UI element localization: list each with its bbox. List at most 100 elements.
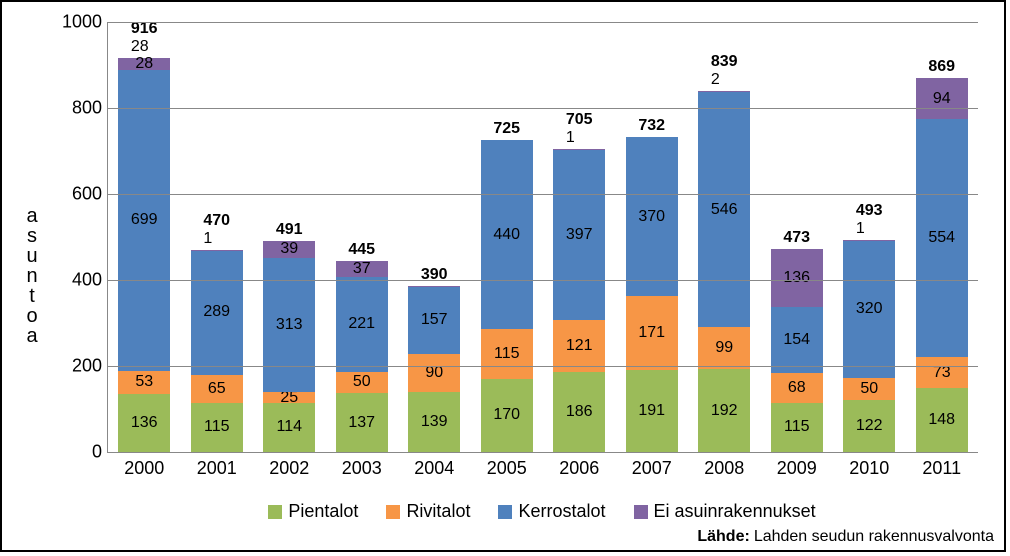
y-tick-label: 600 xyxy=(72,184,102,205)
x-tick-label: 2008 xyxy=(704,458,744,479)
segment-label: 114 xyxy=(276,419,302,435)
bar-segment-ei_asuin: 39 xyxy=(263,241,315,258)
bar-segment-kerrostalot: 157 xyxy=(408,286,460,354)
segment-label: 139 xyxy=(421,414,448,430)
segment-label: 320 xyxy=(856,301,883,317)
bar-segment-pientalot: 186 xyxy=(553,372,605,452)
bar-segment-pientalot: 170 xyxy=(481,379,533,452)
x-tick-label: 2004 xyxy=(414,458,454,479)
source-text: Lahden seudun rakennusvalvonta xyxy=(754,528,994,545)
y-tick-label: 1000 xyxy=(62,12,102,33)
legend-label: Rivitalot xyxy=(406,501,470,522)
legend-swatch xyxy=(634,505,648,519)
x-tick-label: 2006 xyxy=(559,458,599,479)
segment-label: 28 xyxy=(135,56,153,72)
bar-segment-rivitalot: 25 xyxy=(263,392,315,403)
bar-segment-rivitalot: 115 xyxy=(481,329,533,378)
bar-segment-rivitalot: 50 xyxy=(336,372,388,394)
bar-segment-ei_asuin xyxy=(698,91,750,92)
segment-label: 192 xyxy=(711,403,738,419)
segment-label: 53 xyxy=(135,374,153,390)
segment-label: 90 xyxy=(425,365,443,381)
segment-label: 136 xyxy=(783,270,810,286)
segment-label: 50 xyxy=(353,374,371,390)
bar-segment-ei_asuin: 94 xyxy=(916,78,968,118)
legend-swatch xyxy=(498,505,512,519)
bar-segment-kerrostalot: 289 xyxy=(191,250,243,374)
bar-group: 1375022137445 xyxy=(336,261,388,452)
bar-segment-pientalot: 137 xyxy=(336,393,388,452)
y-axis-title: asuntoa xyxy=(22,206,42,346)
y-tick-label: 0 xyxy=(92,442,102,463)
bar-group: 1487355494869 xyxy=(916,78,968,452)
bar-segment-rivitalot: 73 xyxy=(916,357,968,388)
y-tick-label: 800 xyxy=(72,98,102,119)
x-tick-label: 2011 xyxy=(922,458,961,479)
segment-label: 99 xyxy=(715,340,733,356)
bar-segment-kerrostalot: 440 xyxy=(481,140,533,329)
bar-group: 1142531339491 xyxy=(263,241,315,452)
bars-layer: 1365369928916281156528947011142531339491… xyxy=(108,22,978,452)
bar-segment-pientalot: 148 xyxy=(916,388,968,452)
segment-label: 65 xyxy=(208,381,226,397)
x-tick-label: 2000 xyxy=(124,458,164,479)
total-label: 91628 xyxy=(131,20,158,56)
bar-segment-rivitalot: 68 xyxy=(771,373,823,402)
bar-segment-kerrostalot: 554 xyxy=(916,119,968,357)
segment-label: 122 xyxy=(856,418,883,434)
legend-item-kerrostalot: Kerrostalot xyxy=(498,501,605,522)
legend-label: Pientalot xyxy=(288,501,358,522)
x-tick-label: 2009 xyxy=(777,458,817,479)
bar-segment-kerrostalot: 699 xyxy=(118,70,170,371)
segment-label: 546 xyxy=(711,202,738,218)
segment-label: 186 xyxy=(566,404,593,420)
segment-label: 154 xyxy=(783,332,810,348)
bar-group: 191171370732 xyxy=(626,137,678,452)
segment-label: 50 xyxy=(860,381,878,397)
gridline xyxy=(108,280,978,281)
bar-segment-pientalot: 122 xyxy=(843,400,895,452)
bar-segment-kerrostalot: 154 xyxy=(771,307,823,373)
segment-label: 121 xyxy=(566,338,593,354)
legend-label: Ei asuinrakennukset xyxy=(654,501,816,522)
segment-label: 137 xyxy=(348,415,375,431)
bar-segment-kerrostalot: 370 xyxy=(626,137,678,296)
bar-segment-rivitalot: 53 xyxy=(118,371,170,394)
bar-segment-kerrostalot: 313 xyxy=(263,258,315,393)
segment-label: 39 xyxy=(280,241,298,257)
total-label: 491 xyxy=(276,221,303,239)
segment-label: 115 xyxy=(494,346,520,362)
total-label: 8392 xyxy=(711,53,738,89)
bar-segment-pientalot: 139 xyxy=(408,392,460,452)
bar-segment-rivitalot: 50 xyxy=(843,378,895,400)
segment-label: 73 xyxy=(933,365,951,381)
y-tick-label: 200 xyxy=(72,356,102,377)
source-line: Lähde:Lahden seudun rakennusvalvonta xyxy=(697,528,994,546)
bar-group: 13990157390 xyxy=(408,286,460,452)
total-label: 7051 xyxy=(566,111,593,147)
segment-label: 68 xyxy=(788,380,806,396)
x-tick-label: 2007 xyxy=(632,458,672,479)
segment-label: 221 xyxy=(348,316,375,332)
x-tick-label: 2001 xyxy=(197,458,237,479)
bar-segment-kerrostalot: 546 xyxy=(698,92,750,327)
bar-group: 136536992891628 xyxy=(118,58,170,452)
bar-segment-pientalot: 114 xyxy=(263,403,315,452)
segment-label: 115 xyxy=(204,419,230,435)
bar-segment-pientalot: 115 xyxy=(771,403,823,452)
gridline xyxy=(108,366,978,367)
segment-label: 440 xyxy=(493,227,520,243)
chart-frame: asuntoa 13653699289162811565289470111425… xyxy=(0,0,1006,552)
bar-group: 170115440725 xyxy=(481,140,533,452)
bar-segment-pientalot: 115 xyxy=(191,403,243,452)
segment-label: 289 xyxy=(203,304,230,320)
bar-segment-kerrostalot: 320 xyxy=(843,240,895,378)
bar-segment-pientalot: 191 xyxy=(626,370,678,452)
legend-item-pientalot: Pientalot xyxy=(268,501,358,522)
legend-swatch xyxy=(268,505,282,519)
segment-label: 136 xyxy=(131,415,158,431)
bar-segment-kerrostalot: 397 xyxy=(553,149,605,320)
bar-segment-pientalot: 192 xyxy=(698,369,750,452)
bar-segment-rivitalot: 171 xyxy=(626,296,678,370)
bar-segment-pientalot: 136 xyxy=(118,394,170,452)
